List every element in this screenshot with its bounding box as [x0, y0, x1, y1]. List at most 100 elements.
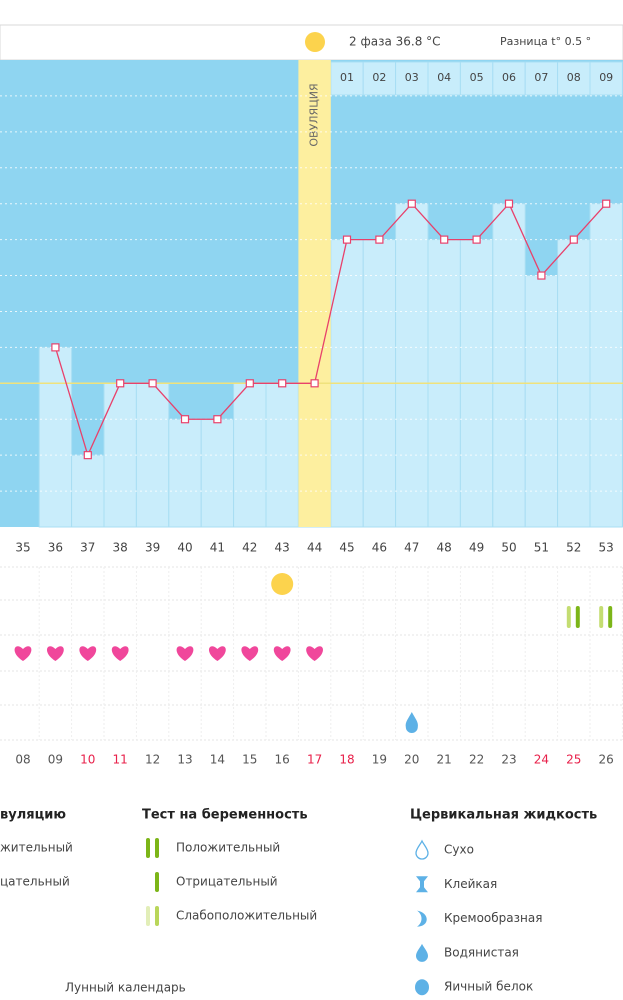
- temp-point: [83, 451, 92, 460]
- legend-icon: [416, 876, 428, 893]
- day-label: 41: [210, 541, 225, 555]
- temp-point: [472, 235, 481, 244]
- day-label: 43: [275, 541, 290, 555]
- pregnancy-test-icon: [599, 606, 613, 628]
- legend-icon: [146, 906, 150, 926]
- day-label: 45: [339, 541, 354, 555]
- date-label: 16: [275, 753, 290, 767]
- legend-title: Тест на беременность: [142, 808, 308, 823]
- bar: [168, 418, 202, 528]
- ovulation-label: ОВУЛЯЦИЯ: [308, 83, 321, 146]
- legend-item: цательный: [0, 875, 70, 889]
- date-label: 18: [339, 753, 354, 767]
- legend-item: Кремообразная: [444, 911, 542, 925]
- bar: [395, 203, 429, 528]
- date-label: 23: [501, 753, 516, 767]
- day-label: 35: [15, 541, 30, 555]
- date-label: 22: [469, 753, 484, 767]
- legend-title: Цервикальная жидкость: [410, 808, 597, 823]
- day-label: 53: [599, 541, 614, 555]
- cycle-cell: [557, 61, 591, 96]
- test-stripe: [608, 606, 613, 628]
- heart-icon: [241, 646, 259, 661]
- cycle-number: 06: [502, 71, 516, 84]
- heart-icon: [111, 646, 129, 661]
- date-label: 10: [80, 753, 95, 767]
- legend-icon: [146, 838, 150, 858]
- temp-point: [569, 235, 578, 244]
- temp-point: [245, 379, 254, 388]
- day-label: 38: [113, 541, 128, 555]
- cycle-number: 01: [340, 71, 354, 84]
- day-label: 49: [469, 541, 484, 555]
- temp-point: [51, 343, 60, 352]
- ovulation-column: [298, 60, 331, 527]
- temp-point: [602, 199, 611, 208]
- day-label: 52: [566, 541, 581, 555]
- heart-icon: [176, 646, 194, 661]
- temp-point: [310, 379, 319, 388]
- day-label: 40: [177, 541, 192, 555]
- fluid-icon: [405, 712, 418, 733]
- day-label: 39: [145, 541, 160, 555]
- test-stripe: [599, 606, 604, 628]
- heart-icon: [79, 646, 97, 661]
- bar: [524, 275, 559, 528]
- legend-icon: [155, 872, 159, 892]
- cycle-number: 03: [405, 71, 419, 84]
- legend-icon: [417, 910, 427, 927]
- day-label: 50: [501, 541, 516, 555]
- cycle-number: 02: [372, 71, 386, 84]
- legend-item: Водянистая: [444, 945, 519, 959]
- day-label: 37: [80, 541, 95, 555]
- date-label: 26: [599, 753, 614, 767]
- cycle-number: 09: [599, 71, 613, 84]
- temp-point: [537, 271, 546, 280]
- date-label: 14: [210, 753, 225, 767]
- heart-icon: [47, 646, 64, 661]
- cycle-cell: [524, 61, 559, 96]
- ovulation-test-icon: [271, 573, 294, 595]
- heart-icon: [14, 646, 32, 661]
- heart-icon: [209, 646, 226, 661]
- legend-item: жительный: [0, 841, 73, 855]
- date-label: 21: [437, 753, 452, 767]
- legend-icon: [155, 906, 159, 926]
- date-label: 19: [372, 753, 387, 767]
- cycle-cell: [589, 61, 623, 96]
- legend-icon: [416, 943, 428, 962]
- temp-point: [440, 235, 449, 244]
- legend-item: Сухо: [444, 843, 474, 857]
- date-label: 20: [404, 753, 419, 767]
- date-label: 08: [15, 753, 30, 767]
- day-label: 42: [242, 541, 257, 555]
- bar: [200, 418, 235, 528]
- temp-point: [148, 379, 157, 388]
- moon-icon: [44, 978, 60, 998]
- temp-point: [342, 235, 352, 244]
- temp-line: [54, 202, 607, 458]
- date-label: 11: [113, 753, 128, 767]
- heart-icon: [306, 646, 323, 661]
- date-label: 15: [242, 753, 257, 767]
- phase-label: 2 фаза 36.8 °C: [349, 35, 441, 49]
- heart-icon: [273, 646, 291, 661]
- bar: [589, 203, 623, 528]
- difference: Разница t° 0.5 °: [500, 35, 591, 48]
- temp-point: [407, 199, 416, 208]
- date-label: 24: [534, 753, 549, 767]
- day-label: 36: [48, 541, 63, 555]
- temp-point: [180, 415, 190, 424]
- temp-point: [375, 235, 384, 244]
- legend-title: вуляцию: [0, 808, 66, 823]
- date-label: 17: [307, 753, 322, 767]
- legend-icon: [155, 838, 159, 858]
- day-label: 47: [404, 541, 419, 555]
- legend-item: Яичный белок: [444, 980, 533, 994]
- legend-item: Отрицательный: [176, 875, 278, 889]
- test-stripe: [566, 606, 571, 628]
- day-label: 46: [372, 541, 387, 555]
- test-stripe: [575, 606, 580, 628]
